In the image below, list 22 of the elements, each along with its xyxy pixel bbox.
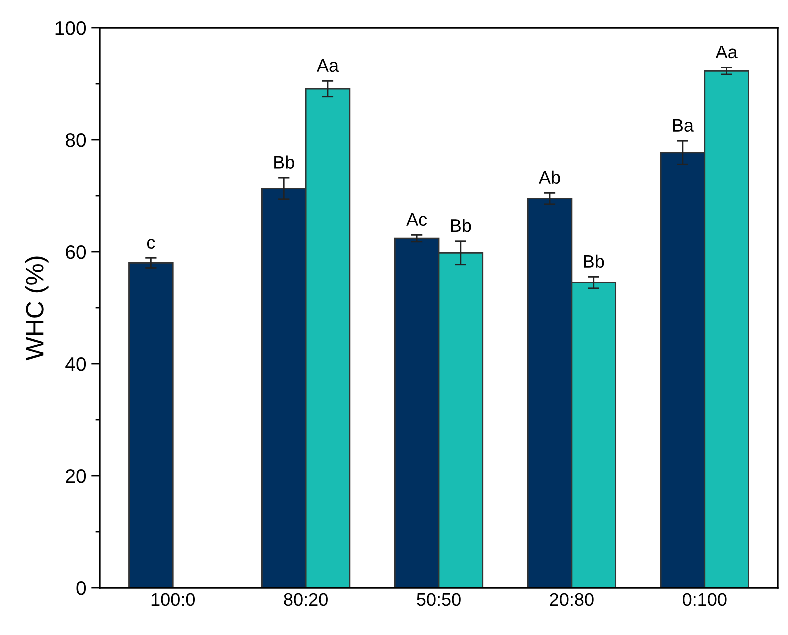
data-label: Bb (451, 218, 472, 232)
data-label: Ba (673, 119, 694, 132)
data-label: c (147, 239, 156, 250)
y-tick-label: 100 (56, 21, 86, 36)
data-label: Aa (716, 46, 738, 59)
x-tick-label: 50:50 (417, 593, 461, 606)
x-tick-label: 20:80 (550, 593, 594, 606)
bar (128, 262, 174, 588)
data-label: Aa (316, 59, 340, 72)
y-tick-label: 40 (66, 357, 86, 372)
data-label: Ab (539, 170, 560, 184)
y-tick-label: 60 (66, 245, 86, 260)
x-tick-label: 80:20 (284, 593, 328, 606)
y-axis-title: WHC (%) (26, 256, 49, 361)
data-label: Ac (406, 213, 428, 226)
y-tick-label: 20 (66, 469, 86, 484)
x-tick-label: 100:0 (152, 593, 196, 606)
data-label: Bb (584, 254, 604, 268)
data-label: Bb (274, 156, 294, 169)
y-tick-label: 80 (66, 133, 86, 148)
y-tick-label: 0 (76, 581, 86, 596)
x-tick-label: 0:100 (683, 593, 727, 606)
